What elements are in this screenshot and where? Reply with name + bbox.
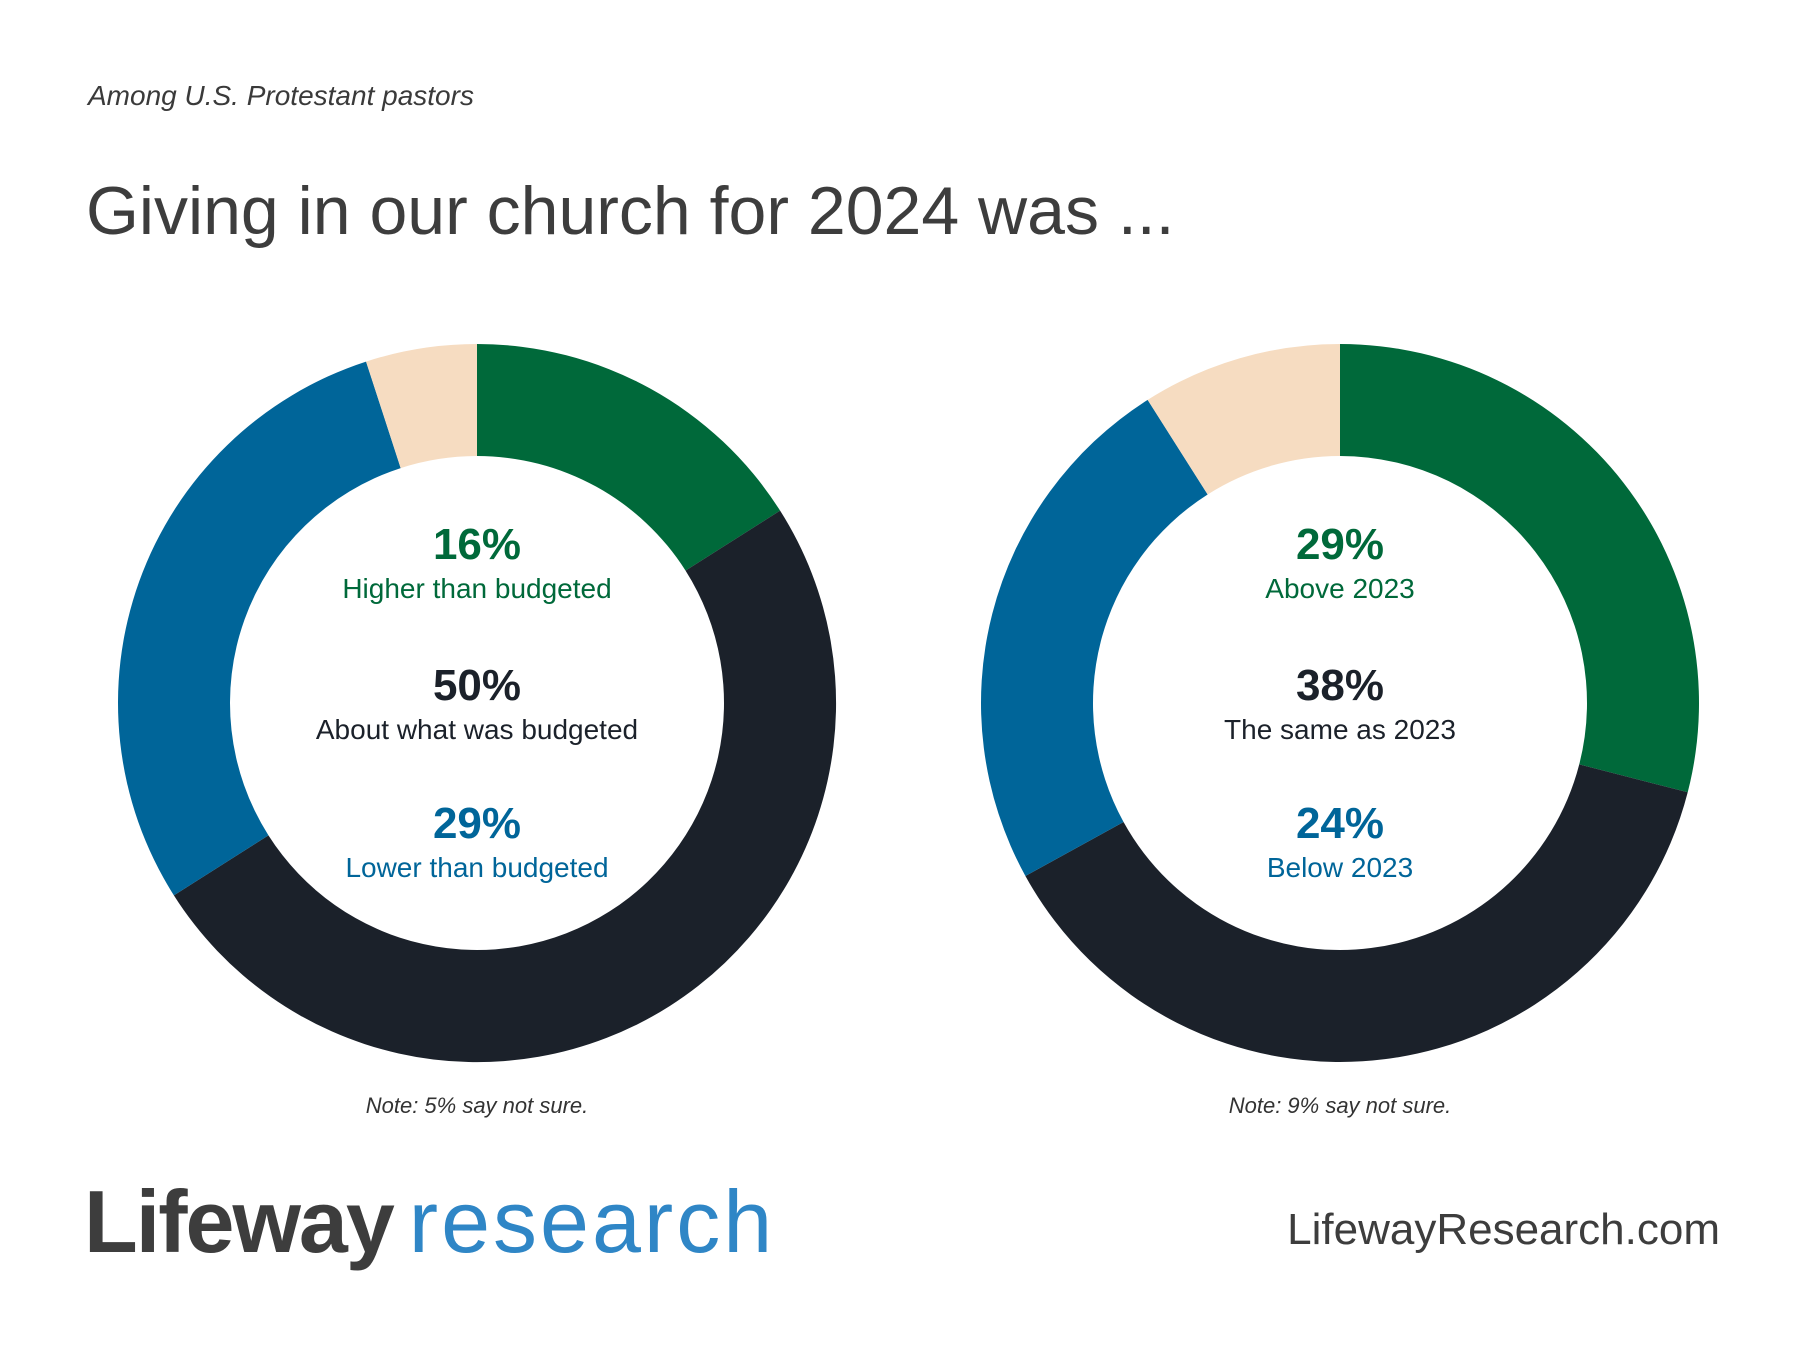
donut-slice-lower-than-budgeted xyxy=(118,361,401,896)
donut-center-labels: 16% Higher than budgeted 50% About what … xyxy=(227,343,727,1063)
slice-value-below: 24% xyxy=(1295,799,1385,848)
donut-center-labels: 29% Above 2023 38% The same as 2023 24% … xyxy=(1090,343,1590,1063)
slice-label-same: The same as 2023 xyxy=(1224,714,1456,745)
donut-slice-the-same-as-2023 xyxy=(1025,764,1688,1062)
slice-value-lower: 29% xyxy=(432,799,522,848)
slice-label-above: Above 2023 xyxy=(1265,573,1415,604)
slice-label-about: About what was budgeted xyxy=(315,714,639,745)
donut-slice-not-sure xyxy=(1147,344,1340,495)
donut-slice-below-2023 xyxy=(981,399,1208,876)
slice-value-about: 50% xyxy=(432,661,522,710)
slice-value-above: 29% xyxy=(1295,520,1385,569)
logo-word-lifeway: Lifeway xyxy=(84,1172,395,1271)
donut-chart-budget-svg xyxy=(118,344,837,1063)
donut-chart-vs-2023: 29% Above 2023 38% The same as 2023 24% … xyxy=(980,343,1700,1143)
slice-label-lower: Lower than budgeted xyxy=(345,852,609,883)
slice-label-below: Below 2023 xyxy=(1266,852,1414,883)
slice-value-higher: 16% xyxy=(432,520,522,569)
donut-slice-not-sure xyxy=(366,344,477,469)
website-url: LifewayResearch.com xyxy=(1287,1205,1720,1254)
chart-note: Note: 5% say not sure. xyxy=(365,1093,589,1118)
slice-label-higher: Higher than budgeted xyxy=(342,573,612,604)
chart-subtitle: Among U.S. Protestant pastors xyxy=(88,80,474,111)
donut-slice-about-what-was-budgeted xyxy=(173,510,837,1063)
logo-word-research: research xyxy=(408,1172,776,1271)
slice-value-same: 38% xyxy=(1295,661,1385,710)
chart-title: Giving in our church for 2024 was ... xyxy=(86,173,1175,249)
donut-chart-budget: 16% Higher than budgeted 50% About what … xyxy=(117,343,837,1143)
chart-note: Note: 9% say not sure. xyxy=(1228,1093,1452,1118)
lifeway-research-logo: Lifeway research xyxy=(84,1178,775,1266)
donut-chart-vs-2023-svg xyxy=(981,344,1699,1062)
donut-slice-higher-than-budgeted xyxy=(477,344,781,571)
donut-slice-above-2023 xyxy=(1340,344,1699,793)
